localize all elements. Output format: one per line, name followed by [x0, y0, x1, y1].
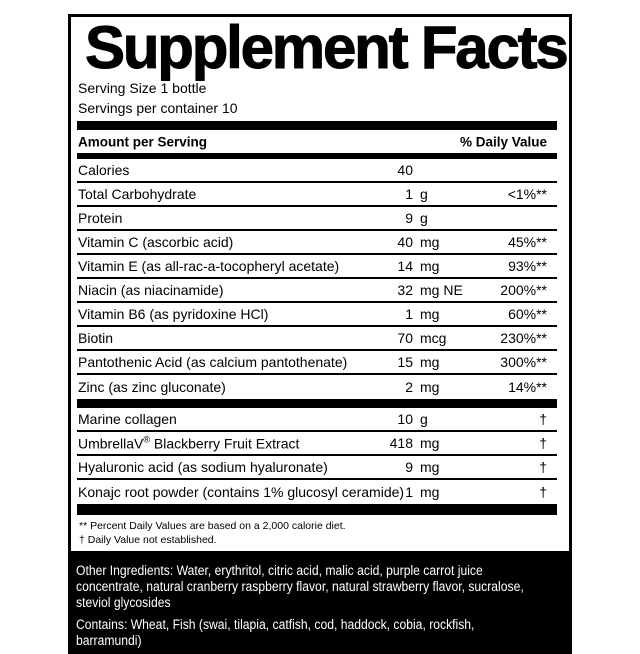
- ingredient-name: Total Carbohydrate: [78, 186, 197, 202]
- servings-per-container: Servings per container 10: [78, 100, 238, 116]
- daily-value-header: % Daily Value: [459, 134, 547, 149]
- daily-value: †: [539, 459, 547, 475]
- daily-value: <1%**: [507, 186, 547, 202]
- ingredient-unit: mg: [420, 435, 440, 451]
- ingredient-unit: mg: [420, 379, 440, 395]
- daily-value: †: [539, 435, 547, 451]
- divider-bar-thick: [77, 504, 557, 515]
- daily-value: 93%**: [508, 258, 547, 274]
- ingredient-amount: 418: [389, 435, 413, 451]
- nutrients-table: Calories 40 Total Carbohydrate 1 g <1%**…: [77, 159, 557, 399]
- amount-per-serving-header: Amount per Serving: [78, 134, 208, 149]
- ingredient-unit: mg: [420, 306, 440, 322]
- ingredient-amount: 9: [405, 210, 413, 226]
- table-row: Vitamin C (ascorbic acid) 40 mg 45%**: [77, 231, 557, 255]
- ingredient-name: Hyaluronic acid (as sodium hyaluronate): [78, 459, 328, 475]
- table-row: Calories 40: [77, 159, 557, 183]
- ingredient-amount: 40: [397, 162, 413, 178]
- ingredient-amount: 14: [397, 258, 413, 274]
- ingredient-name: Biotin: [78, 330, 114, 346]
- footnotes: ** Percent Daily Values are based on a 2…: [77, 520, 557, 547]
- facts-panel: Supplement Facts Serving Size 1 bottle S…: [68, 14, 572, 554]
- botanicals-table: Marine collagen 10 g † UmbrellaV® Blackb…: [77, 408, 557, 504]
- other-ingredients-paragraph: Other Ingredients: Water, erythritol, ci…: [76, 563, 524, 610]
- ingredient-amount: 10: [397, 411, 413, 427]
- ingredient-unit: g: [420, 411, 428, 427]
- ingredient-name: Vitamin E (as all-rac-a-tocopheryl aceta…: [78, 258, 340, 274]
- ingredient-unit: mg: [420, 258, 440, 274]
- table-row: Vitamin B6 (as pyridoxine HCl) 1 mg 60%*…: [77, 303, 557, 327]
- table-row: UmbrellaV® Blackberry Fruit Extract 418 …: [77, 432, 557, 456]
- divider-bar-medium: [77, 153, 557, 159]
- daily-value: 60%**: [508, 306, 547, 322]
- ingredient-name: Vitamin C (ascorbic acid): [78, 234, 234, 250]
- table-row: Hyaluronic acid (as sodium hyaluronate) …: [77, 456, 557, 480]
- ingredient-amount: 9: [405, 459, 413, 475]
- ingredient-amount: 1: [405, 484, 413, 500]
- daily-value: 230%**: [500, 330, 547, 346]
- table-row: Total Carbohydrate 1 g <1%**: [77, 183, 557, 207]
- ingredient-amount: 1: [405, 186, 413, 202]
- ingredient-unit: mg: [420, 234, 440, 250]
- table-row: Biotin 70 mcg 230%**: [77, 327, 557, 351]
- table-row: Vitamin E (as all-rac-a-tocopheryl aceta…: [77, 255, 557, 279]
- supplement-label: Supplement Facts Serving Size 1 bottle S…: [68, 14, 572, 654]
- daily-value: 14%**: [508, 379, 547, 395]
- divider-bar-thick: [77, 121, 557, 130]
- ingredient-name: Calories: [78, 162, 130, 178]
- ingredient-name: Marine collagen: [78, 411, 177, 427]
- ingredient-name: Zinc (as zinc gluconate): [78, 379, 226, 395]
- table-row: Pantothenic Acid (as calcium pantothenat…: [77, 351, 557, 375]
- ingredient-unit: mg: [420, 459, 440, 475]
- daily-value: †: [539, 411, 547, 427]
- registered-trademark-symbol: ®: [143, 434, 150, 445]
- footnote-dagger: † Daily Value not established.: [79, 533, 217, 546]
- daily-value: †: [539, 484, 547, 500]
- ingredient-unit: g: [420, 210, 428, 226]
- daily-value: 300%**: [500, 354, 547, 370]
- ingredient-name: Pantothenic Acid (as calcium pantothenat…: [78, 354, 348, 370]
- other-ingredients-text: Other Ingredients: Water, erythritol, ci…: [76, 563, 567, 649]
- ingredient-unit: mg: [420, 354, 440, 370]
- table-row: Marine collagen 10 g †: [77, 408, 557, 432]
- ingredient-name: UmbrellaV® Blackberry Fruit Extract: [78, 434, 300, 452]
- ingredient-unit: mcg: [420, 330, 447, 346]
- label-title: Supplement Facts: [85, 14, 570, 81]
- table-row: Protein 9 g: [77, 207, 557, 231]
- daily-value: 200%**: [500, 282, 547, 298]
- ingredient-amount: 40: [397, 234, 413, 250]
- footnote-daily-values: ** Percent Daily Values are based on a 2…: [79, 520, 346, 532]
- ingredient-amount: 1: [405, 306, 413, 322]
- other-ingredients-panel: Other Ingredients: Water, erythritol, ci…: [68, 554, 572, 654]
- ingredient-amount: 32: [397, 282, 413, 298]
- ingredient-name: Konajc root powder (contains 1% glucosyl…: [78, 484, 405, 500]
- ingredient-name: Niacin (as niacinamide): [78, 282, 224, 298]
- ingredient-name: Protein: [78, 210, 123, 226]
- contains-paragraph: Contains: Wheat, Fish (swai, tilapia, ca…: [76, 617, 475, 648]
- ingredient-unit: mg: [420, 484, 440, 500]
- table-row: Zinc (as zinc gluconate) 2 mg 14%**: [77, 375, 557, 399]
- ingredient-unit: mg NE: [420, 282, 463, 298]
- column-header-row: Amount per Serving % Daily Value: [77, 130, 557, 153]
- ingredient-amount: 2: [405, 379, 413, 395]
- ingredient-amount: 15: [397, 354, 413, 370]
- table-row: Konajc root powder (contains 1% glucosyl…: [77, 480, 557, 504]
- ingredient-unit: g: [420, 186, 428, 202]
- table-row: Niacin (as niacinamide) 32 mg NE 200%**: [77, 279, 557, 303]
- serving-size: Serving Size 1 bottle: [78, 80, 207, 96]
- ingredient-amount: 70: [397, 330, 413, 346]
- ingredient-name: Vitamin B6 (as pyridoxine HCl): [78, 306, 269, 322]
- divider-bar-thick: [77, 399, 557, 408]
- daily-value: 45%**: [508, 234, 547, 250]
